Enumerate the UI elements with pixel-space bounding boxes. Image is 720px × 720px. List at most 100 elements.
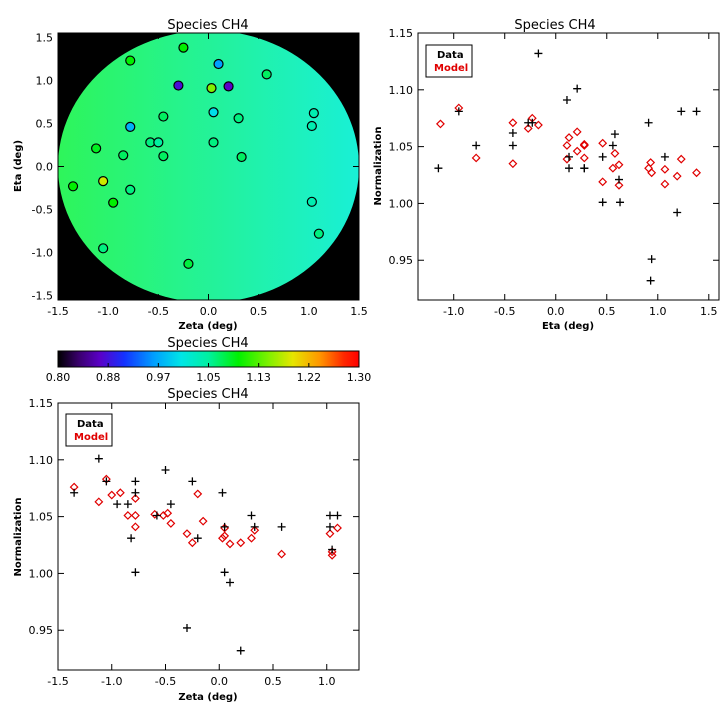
- zeta-plot-model-point: [163, 508, 173, 518]
- map-point: [223, 81, 234, 92]
- zeta-plot-frame: [57, 402, 360, 671]
- zeta-plot-model-point: [123, 511, 133, 520]
- zeta-plot-data-point: [183, 623, 191, 632]
- map-point: [98, 176, 109, 187]
- zeta-plot-model-point: [130, 511, 140, 520]
- map-point: [158, 151, 169, 162]
- zeta-plot-data-point: [166, 500, 175, 509]
- zeta-plot-model-point: [182, 529, 192, 539]
- zeta-plot-data-point: [250, 522, 259, 531]
- eta-plot-data-point: [615, 175, 624, 184]
- eta-plot-x-tick-label: 0.0: [547, 305, 565, 318]
- eta-plot-data-point: [692, 107, 701, 116]
- zeta-plot-data-point: [220, 568, 229, 577]
- eta-plot-data-point: [528, 118, 537, 127]
- zeta-plot-data-point: [131, 488, 140, 497]
- eta-plot-data-point: [598, 152, 607, 161]
- map-point: [261, 69, 272, 80]
- eta-plot-data-point: [565, 164, 574, 173]
- zeta-plot-model-point: [333, 523, 342, 533]
- map-point: [125, 55, 136, 66]
- eta-plot-model-point: [647, 168, 657, 178]
- zeta-plot-data-point: [152, 511, 161, 520]
- zeta-plot-model-point: [94, 497, 104, 507]
- zeta-plot-data-point: [325, 511, 334, 520]
- zeta-plot-model-point: [130, 493, 140, 503]
- zeta-plot-x-tick-label: -1.0: [101, 675, 122, 688]
- zeta-plot-data-point: [70, 488, 79, 497]
- colorbar-tick-label: 1.30: [347, 371, 372, 384]
- eta-plot-model-point: [598, 177, 608, 187]
- zeta-plot-y-tick-label: 1.00: [29, 567, 54, 580]
- eta-plot-model-point: [614, 180, 624, 190]
- eta-plot-data-point: [647, 255, 656, 264]
- zeta-plot-model-point: [193, 489, 203, 499]
- eta-plot-y-tick-label: 1.10: [389, 84, 414, 97]
- eta-plot-model-point: [471, 153, 481, 163]
- zeta-plot-y-tick-label: 1.15: [29, 397, 54, 410]
- map-point: [208, 107, 219, 118]
- eta-plot-data-point: [673, 208, 682, 217]
- eta-plot-data-point: [534, 49, 543, 58]
- map-y-tick-label: 0.0: [36, 161, 54, 174]
- map-point: [208, 137, 219, 148]
- eta-plot-y-tick-label: 0.95: [389, 254, 414, 267]
- map-x-tick-label: -1.0: [97, 305, 118, 318]
- map-point: [308, 107, 319, 119]
- map-point: [233, 113, 244, 124]
- map-x-tick-label: 1.5: [350, 305, 368, 318]
- zeta-plot-y-tick-label: 1.05: [29, 511, 54, 524]
- eta-plot-data-point: [598, 198, 607, 207]
- colorbar-tick-label: 0.88: [96, 371, 121, 384]
- eta-plot-model-point: [572, 127, 582, 137]
- map-point: [306, 196, 317, 207]
- zeta-plot-model-point: [198, 516, 208, 526]
- eta-plot-model-point: [508, 118, 518, 128]
- map-point: [98, 243, 109, 254]
- map-x-tick-label: -0.5: [148, 305, 169, 318]
- map-y-tick-label: -1.0: [32, 247, 53, 260]
- zeta-plot-data-point: [127, 534, 136, 543]
- map-y-tick-label: 1.0: [36, 74, 54, 87]
- normalization-vs-zeta-panel: Species CH4 -1.5 -1.0 -0.5 0.0 0.5 1.0 0.95 1.…: [13, 387, 360, 703]
- zeta-plot-data-point: [188, 477, 197, 486]
- eta-plot-data-point: [508, 128, 517, 137]
- eta-plot-y-tick-label: 1.05: [389, 141, 414, 154]
- map-point: [153, 137, 164, 148]
- zeta-plot-data-point: [94, 454, 103, 463]
- zeta-plot-model-point: [327, 550, 337, 560]
- map-x-tick-label: -1.5: [47, 305, 68, 318]
- map-point: [125, 184, 136, 195]
- map-y-tick-label: 1.5: [36, 31, 54, 44]
- colorbar-title: Species CH4: [167, 336, 248, 351]
- zeta-plot-data-point: [325, 522, 334, 531]
- zeta-plot-data-point: [193, 534, 202, 543]
- eta-legend-data: Data: [437, 50, 464, 61]
- map-point: [118, 150, 129, 161]
- eta-plot-model-point: [533, 120, 543, 130]
- eta-plot-data-point: [608, 141, 617, 150]
- eta-plot-data-point: [610, 130, 619, 139]
- normalization-vs-eta-panel: Species CH4 -1.0 -0.5 0.0 0.5 1.0 1.5 0.95 1.0…: [373, 18, 720, 332]
- zeta-plot-model-point: [218, 533, 227, 543]
- eta-plot-data-point: [573, 84, 582, 93]
- zeta-plot-model-point: [327, 547, 337, 557]
- zeta-plot-x-tick-label: 0.5: [264, 675, 282, 688]
- zeta-plot-data-point: [123, 500, 132, 509]
- eta-plot-data-point: [562, 96, 571, 105]
- map-point: [178, 42, 189, 53]
- eta-plot-data-point: [616, 198, 625, 207]
- zeta-plot-data-point: [226, 578, 234, 587]
- zeta-plot-data-point: [220, 522, 229, 531]
- eta-plot-model-point: [523, 123, 533, 133]
- eta-plot-data-point: [677, 107, 686, 116]
- zeta-plot-model-point: [247, 533, 256, 543]
- eta-plot-model-point: [435, 119, 445, 129]
- eta-plot-model-point: [676, 154, 686, 164]
- zeta-plot-x-tick-label: -0.5: [155, 675, 176, 688]
- zeta-legend-model: Model: [74, 432, 108, 443]
- eta-plot-model-point: [579, 153, 589, 163]
- eta-plot-model-point: [579, 139, 589, 149]
- eta-plot-model-point: [646, 158, 656, 167]
- eta-plot-model-point: [660, 179, 670, 189]
